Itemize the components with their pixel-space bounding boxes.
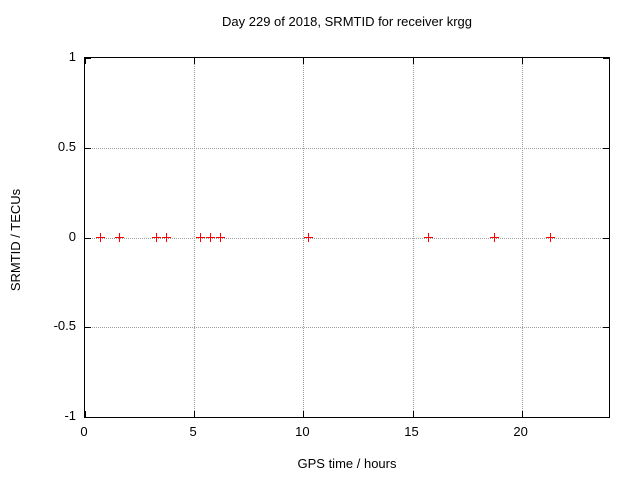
x-tick-label: 20 (513, 424, 528, 439)
data-point-marker (96, 233, 106, 242)
y-tick-mark-right (603, 58, 609, 59)
data-point-marker (206, 233, 216, 242)
data-point-marker (162, 233, 172, 242)
y-tick-label: 0.5 (57, 138, 76, 154)
y-tick-mark-left (85, 327, 91, 329)
y-gridline (85, 147, 609, 149)
y-tick-mark-left (85, 58, 91, 59)
y-tick-mark-left (85, 147, 91, 149)
y-gridline (85, 237, 609, 239)
x-tick-mark-bottom (521, 411, 523, 417)
y-tick-label: -1 (64, 408, 76, 423)
y-tick-mark-right (603, 237, 609, 239)
data-point-marker (152, 233, 162, 242)
data-point-marker (489, 233, 499, 242)
y-tick-label: -0.5 (53, 318, 76, 334)
data-point-marker (303, 233, 313, 242)
y-tick-mark-right (603, 417, 609, 418)
plot-area (84, 57, 610, 418)
chart-title: Day 229 of 2018, SRMTID for receiver krg… (222, 14, 472, 29)
data-point-marker (545, 233, 555, 242)
x-tick-mark-top (85, 58, 86, 64)
x-tick-mark-bottom (85, 411, 86, 417)
x-tick-mark-bottom (303, 411, 305, 417)
data-point-marker (215, 233, 225, 242)
x-tick-mark-bottom (194, 411, 196, 417)
x-tick-mark-bottom (412, 411, 414, 417)
x-tick-label: 10 (295, 424, 310, 439)
y-gridline (85, 327, 609, 329)
y-tick-label: 0 (68, 228, 76, 244)
x-tick-label: 15 (404, 424, 419, 439)
data-point-marker (115, 233, 125, 242)
data-point-marker (195, 233, 205, 242)
y-tick-mark-right (603, 147, 609, 149)
x-tick-mark-top (412, 58, 414, 64)
x-axis-label: GPS time / hours (297, 456, 397, 471)
x-tick-mark-top (303, 58, 305, 64)
y-tick-mark-right (603, 327, 609, 329)
y-tick-label: 1 (68, 49, 76, 64)
y-tick-mark-left (85, 237, 91, 239)
x-tick-label: 0 (80, 424, 88, 439)
data-point-marker (424, 233, 434, 242)
x-tick-mark-top (521, 58, 523, 64)
x-tick-mark-top (194, 58, 196, 64)
x-tick-label: 5 (189, 424, 197, 439)
y-tick-mark-left (85, 417, 91, 418)
